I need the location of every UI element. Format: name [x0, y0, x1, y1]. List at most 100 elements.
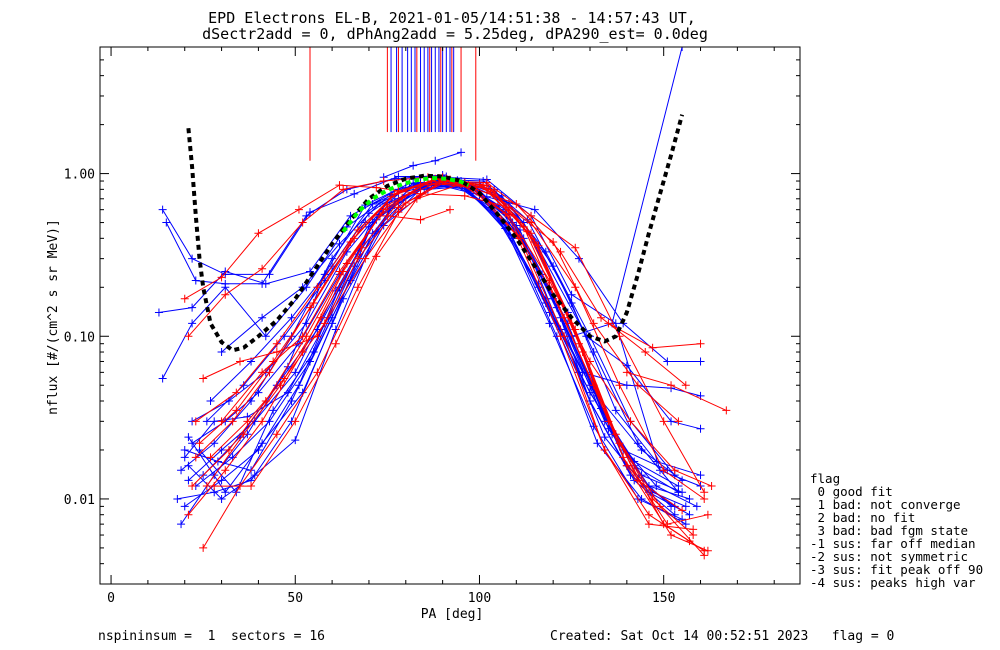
series-point-33-2: [280, 374, 289, 383]
series-point-18-11: [670, 502, 679, 511]
series-point-23-3: [294, 205, 303, 214]
series-point-35-2: [696, 339, 705, 348]
series-point-23-0: [180, 294, 189, 303]
series-point-28-1: [224, 445, 233, 454]
series-point-27-2: [272, 430, 281, 439]
series-point-1-0: [162, 218, 171, 227]
series-point-5-10: [589, 348, 598, 357]
series-point-24-0: [184, 332, 193, 341]
series-point-1-4: [302, 211, 311, 220]
series-point-17-4: [328, 319, 337, 328]
series-point-11-1: [221, 488, 230, 497]
series-point-3-13: [681, 502, 690, 511]
series-point-32-11: [659, 466, 668, 475]
series-point-23-11: [633, 381, 642, 390]
series-line-21: [571, 47, 683, 337]
series-point-31-11: [644, 520, 653, 529]
series-point-28-11: [644, 510, 653, 519]
series-point-17-12: [678, 515, 687, 524]
series-point-31-0: [184, 510, 193, 519]
series-point-33-10: [622, 461, 631, 470]
series-point-16-12: [696, 471, 705, 480]
series-point-16-2: [269, 406, 278, 415]
series-point-34-10: [626, 417, 635, 426]
series-point-10-0: [177, 466, 186, 475]
y-tick-label-1: 0.10: [64, 330, 95, 345]
series-point-37-7: [501, 209, 510, 218]
vertical-markers: [309, 47, 477, 161]
series-point-1-12: [663, 357, 672, 366]
series-point-22-3: [457, 148, 466, 157]
series-point-19-9: [574, 368, 583, 377]
series-point-30-5: [398, 193, 407, 202]
series-point-25-1: [236, 357, 244, 366]
series-point-18-1: [258, 313, 267, 322]
series-point-16-0: [195, 445, 204, 454]
series-point-2-12: [667, 417, 676, 426]
series-point-17-0: [173, 494, 182, 503]
y-axis-label: nflux [#/(cm^2 s sr MeV)]: [46, 219, 61, 415]
chart-title-line1: EPD Electrons EL-B, 2021-01-05/14:51:38 …: [208, 9, 696, 27]
series-point-29-12: [700, 551, 709, 560]
series-point-2-13: [696, 424, 705, 433]
y-tick-label-2: 1.00: [64, 168, 95, 183]
series-line-28: [191, 180, 690, 542]
series-point-29-11: [656, 502, 664, 511]
series-point-31-9: [556, 332, 565, 341]
series-point-19-1: [239, 381, 248, 390]
series-point-1-1: [191, 276, 200, 285]
footer-right: Created: Sat Oct 14 00:52:51 2023 flag =…: [550, 629, 894, 644]
series-point-30-1: [239, 430, 248, 439]
series-point-33-0: [206, 453, 215, 462]
series-point-24-11: [641, 348, 650, 357]
series-point-8-11: [637, 445, 646, 454]
series-point-31-5: [379, 205, 388, 214]
legend-item-4: -1 sus: far off median: [810, 536, 976, 551]
series-point-21-2: [678, 47, 687, 51]
series-point-22-1: [409, 161, 418, 170]
series-point-0-11: [622, 381, 631, 390]
series-line-26: [195, 178, 694, 536]
series-point-26-2: [265, 368, 274, 377]
series-point-32-4: [353, 226, 362, 235]
series-point-37-3: [331, 339, 340, 348]
series-point-13-3: [294, 381, 303, 390]
series-point-0-0: [158, 205, 167, 214]
series-point-31-12: [689, 525, 698, 534]
series-point-24-9: [556, 247, 565, 256]
series-line-37: [214, 183, 683, 511]
series-point-15-9: [567, 290, 576, 299]
series-point-31-2: [258, 417, 267, 426]
series-point-10-5: [368, 200, 377, 209]
fit-curve-layer: [186, 114, 685, 353]
series-line-33: [210, 178, 709, 552]
series-point-20-11: [674, 488, 683, 497]
series-point-22-2: [431, 156, 440, 165]
series-point-33-5: [401, 198, 410, 207]
series-point-13-10: [593, 439, 602, 448]
series-point-25-9: [571, 243, 580, 252]
legend: flag 0 good fit 1 bad: not converge 2 ba…: [810, 471, 983, 590]
series-layer: [154, 47, 731, 560]
series-point-4-0: [180, 453, 189, 462]
series-point-29-1: [232, 406, 241, 415]
series-point-34-3: [335, 267, 344, 276]
series-point-24-8: [512, 200, 521, 209]
series-point-34-12: [707, 482, 716, 491]
series-point-3-0: [158, 374, 167, 383]
series-point-27-0: [199, 543, 208, 552]
series-point-5-3: [291, 368, 300, 377]
series-point-2-0: [154, 308, 163, 317]
series-point-34-4: [376, 211, 384, 220]
series-point-32-3: [313, 283, 322, 292]
series-point-18-3: [335, 239, 344, 248]
series-point-24-1: [221, 290, 230, 299]
series-point-37-1: [247, 482, 256, 491]
series-point-23-4: [335, 181, 344, 190]
series-point-0-5: [350, 189, 359, 198]
series-point-24-4: [339, 185, 348, 194]
series-point-35-1: [648, 343, 657, 352]
x-tick-label-0: 0: [107, 591, 115, 606]
series-point-37-9: [589, 381, 598, 390]
series-line-22: [383, 151, 462, 178]
